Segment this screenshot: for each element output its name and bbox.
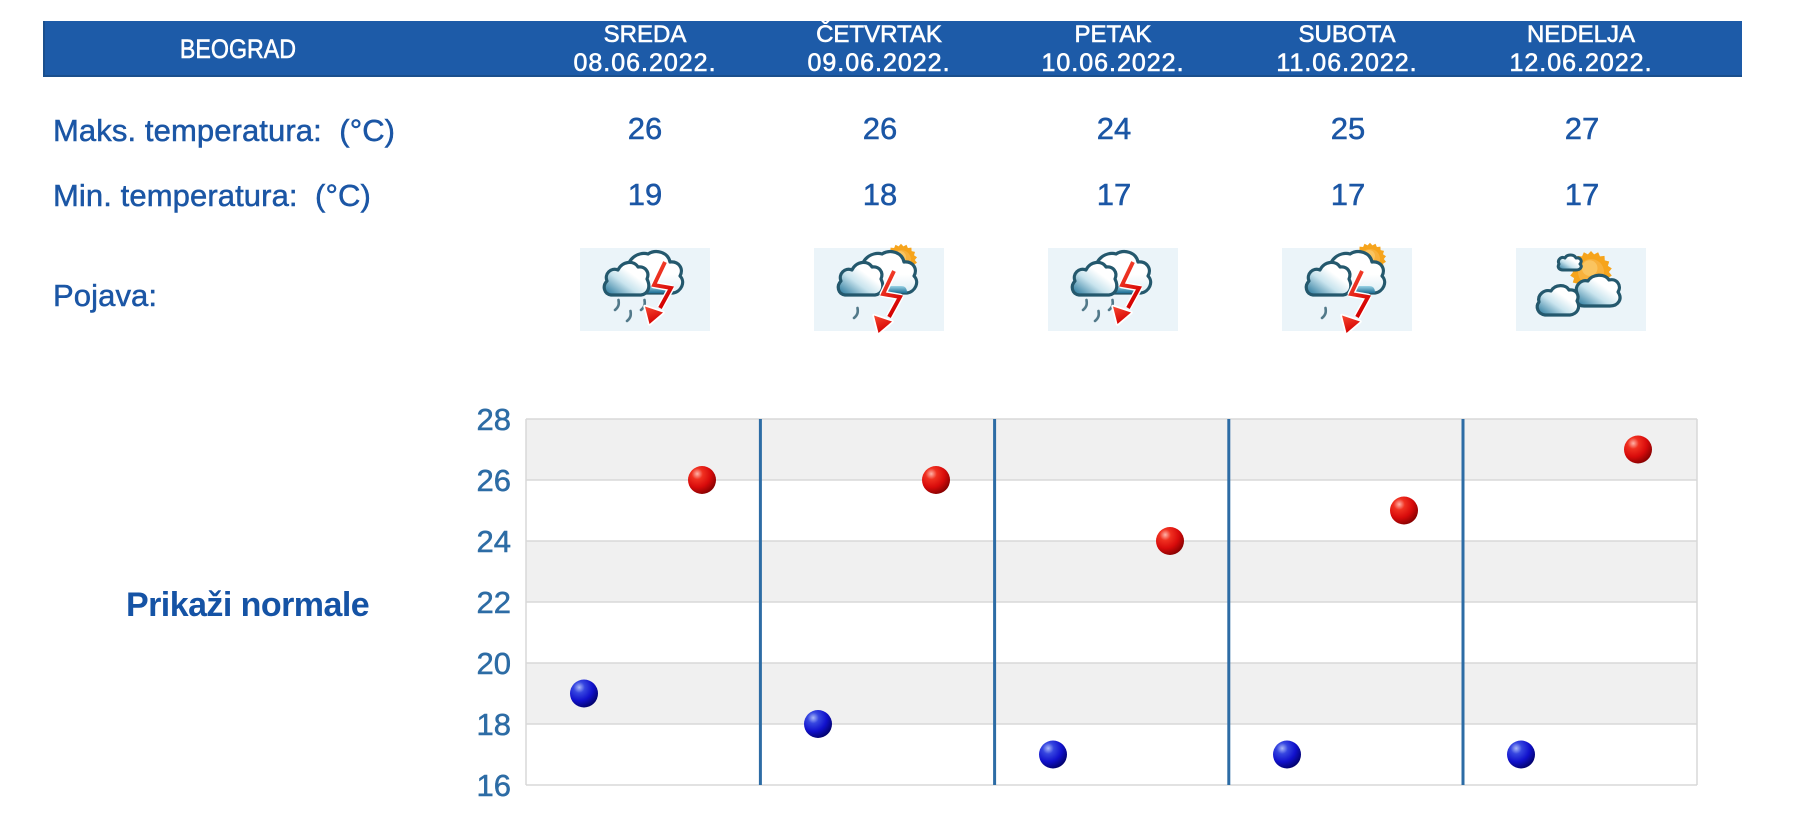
svg-text:16: 16 xyxy=(477,768,511,803)
svg-text:24: 24 xyxy=(477,524,511,559)
svg-text:20: 20 xyxy=(477,646,511,681)
svg-text:28: 28 xyxy=(477,402,511,437)
svg-text:26: 26 xyxy=(477,463,511,498)
svg-text:22: 22 xyxy=(477,585,511,620)
svg-text:18: 18 xyxy=(477,707,511,742)
